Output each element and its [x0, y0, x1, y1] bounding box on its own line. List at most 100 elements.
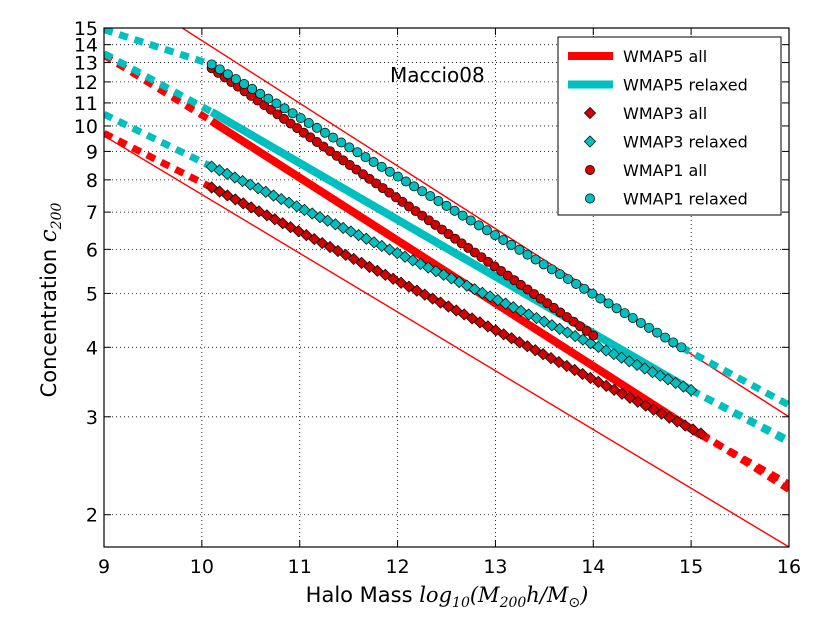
marker-wmap1-relaxed — [635, 317, 646, 328]
marker-wmap3-all — [552, 355, 565, 369]
y-tick-label: 4 — [86, 337, 98, 359]
marker-wmap1-relaxed — [360, 152, 371, 163]
y-label-sub: 200 — [49, 202, 65, 230]
marker-wmap1-relaxed — [660, 332, 671, 343]
marker-wmap3-all — [402, 280, 416, 293]
x-tick-label: 16 — [777, 556, 801, 578]
marker-wmap1-relaxed — [506, 239, 517, 250]
marker-wmap1-relaxed — [352, 147, 363, 158]
marker-wmap1-relaxed — [263, 93, 274, 104]
y-tick-label: 7 — [86, 202, 98, 224]
marker-wmap1-relaxed — [409, 181, 420, 192]
marker-wmap3-all — [213, 185, 226, 198]
marker-wmap3-relaxed — [545, 319, 559, 332]
marker-wmap1-relaxed — [595, 293, 606, 304]
marker-wmap1-relaxed — [522, 249, 533, 260]
marker-wmap1-relaxed — [206, 59, 217, 70]
legend: WMAP5 all WMAP5 relaxed WMAP3 all WMAP3 rel… — [557, 36, 782, 216]
y-tick-label: 6 — [86, 239, 98, 261]
marker-wmap1-relaxed — [627, 313, 638, 323]
series-extension-wmap3-all — [104, 130, 214, 191]
marker-wmap3-relaxed — [530, 311, 543, 325]
marker-wmap3-all — [497, 328, 510, 341]
marker-wmap3-all — [205, 181, 218, 194]
marker-wmap3-all — [379, 268, 392, 281]
marker-wmap3-relaxed — [685, 384, 698, 397]
marker-wmap3-all — [323, 240, 337, 254]
marker-wmap3-relaxed — [453, 275, 466, 289]
marker-wmap3-all — [371, 264, 384, 277]
marker-wmap3-all — [647, 403, 660, 416]
marker-wmap3-all — [694, 427, 708, 440]
x-tick-label: 10 — [190, 556, 214, 578]
marker-wmap3-all — [308, 232, 321, 246]
marker-wmap3-all — [394, 276, 408, 289]
marker-wmap3-all — [529, 344, 542, 357]
marker-wmap3-all — [252, 205, 266, 218]
marker-wmap1-relaxed — [214, 64, 225, 75]
marker-wmap3-all — [536, 348, 550, 361]
marker-wmap3-relaxed — [352, 229, 365, 242]
marker-wmap3-relaxed — [592, 340, 605, 353]
marker-wmap3-all — [284, 221, 297, 234]
marker-wmap3-all — [387, 272, 400, 285]
legend-swatch-wmap1-relaxed — [585, 193, 595, 204]
y-tick-label: 14 — [74, 35, 98, 57]
marker-wmap1-relaxed — [538, 259, 549, 270]
marker-wmap3-all — [331, 244, 345, 258]
marker-wmap1-relaxed — [619, 308, 630, 319]
marker-wmap3-all — [363, 260, 376, 273]
marker-wmap3-all — [513, 336, 526, 349]
marker-wmap1-relaxed — [514, 244, 525, 255]
marker-wmap3-relaxed — [576, 333, 589, 346]
x-tick-label: 9 — [98, 556, 110, 578]
marker-wmap3-relaxed — [677, 380, 690, 393]
marker-wmap3-all — [268, 213, 281, 226]
marker-wmap1-relaxed — [344, 142, 355, 153]
x-label-expr-sub: 200 — [499, 595, 527, 611]
marker-wmap1-relaxed — [563, 274, 573, 284]
y-axis-label: Concentration c200 — [36, 202, 65, 397]
marker-wmap3-relaxed — [329, 218, 342, 231]
marker-wmap3-all — [592, 375, 605, 388]
marker-wmap1-relaxed — [384, 166, 395, 177]
y-tick-label: 10 — [74, 116, 98, 138]
y-tick-label: 2 — [86, 505, 98, 527]
marker-wmap1-relaxed — [571, 278, 582, 289]
legend-label-wmap1-relaxed: WMAP1 relaxed — [623, 190, 748, 209]
marker-wmap1-relaxed — [652, 327, 663, 338]
marker-wmap3-all — [686, 423, 700, 436]
marker-wmap3-relaxed — [298, 203, 311, 216]
marker-wmap1-relaxed — [603, 298, 614, 309]
axes-frame — [103, 27, 790, 548]
marker-wmap1-relaxed — [490, 230, 501, 241]
marker-wmap3-relaxed — [391, 247, 404, 260]
marker-wmap3-relaxed — [414, 257, 427, 271]
marker-wmap3-relaxed — [321, 214, 334, 227]
marker-wmap3-all — [505, 332, 518, 345]
marker-wmap1-relaxed — [320, 127, 330, 138]
marker-wmap3-relaxed — [360, 232, 373, 245]
marker-wmap3-relaxed — [267, 189, 280, 202]
marker-wmap3-relaxed — [383, 243, 396, 256]
marker-wmap1-relaxed — [611, 303, 622, 314]
marker-wmap3-relaxed — [599, 344, 613, 357]
marker-wmap3-relaxed — [422, 261, 435, 274]
marker-wmap3-all — [245, 201, 258, 214]
marker-wmap3-all — [442, 300, 455, 313]
y-tick-label: 9 — [86, 141, 98, 163]
legend-label-wmap5-relaxed: WMAP5 relaxed — [623, 76, 748, 95]
marker-wmap3-all — [521, 340, 534, 353]
marker-wmap1-relaxed — [644, 322, 654, 333]
series-wmap5-relaxed — [209, 108, 694, 394]
x-tick-label: 12 — [385, 556, 409, 578]
marker-wmap3-all — [671, 415, 684, 428]
marker-wmap3-all — [473, 316, 487, 329]
series-extension-wmap5-relaxed — [104, 50, 214, 115]
marker-wmap1-relaxed — [449, 205, 460, 216]
y-label-math: c — [36, 229, 62, 242]
marker-wmap3-relaxed — [569, 329, 582, 343]
marker-wmap1-relaxed — [222, 69, 233, 80]
marker-wmap1-relaxed — [336, 137, 347, 148]
